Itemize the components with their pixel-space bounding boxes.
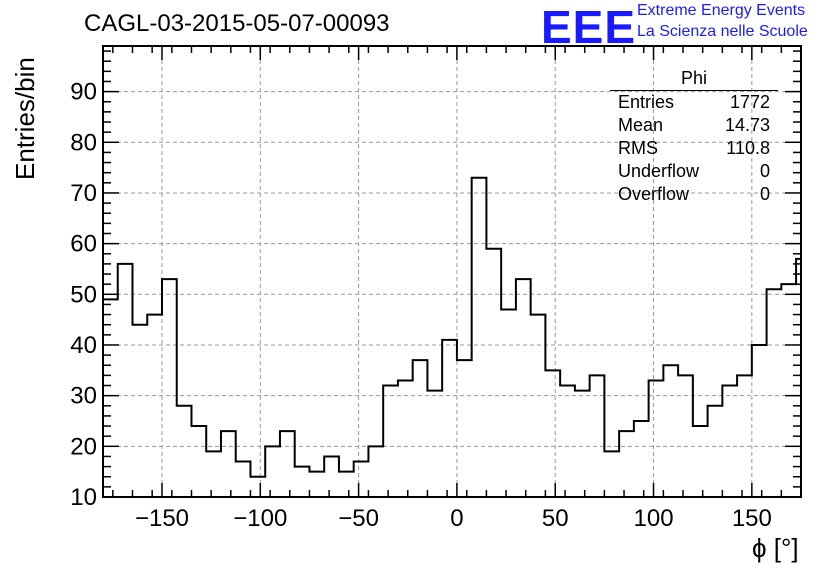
stats-key: Underflow [618,161,700,181]
y-tick-label: 70 [70,180,97,207]
stats-row-overflow: Overflow 0 [618,184,770,206]
stats-box: Phi Entries 1772 Mean 14.73 RMS 110.8 Un… [610,68,778,208]
y-tick-label: 20 [70,433,97,460]
plot-frame [102,45,802,498]
y-tick-label: 60 [70,231,97,258]
x-axis-label: ϕ [°] [752,533,799,563]
stats-value: 110.8 [726,138,770,158]
histogram-line [103,176,802,478]
y-tick-label: 50 [70,281,97,308]
stats-key: Mean [618,115,664,135]
chart-title: CAGL-03-2015-05-07-00093 [84,10,390,37]
grid-lines [103,46,801,497]
y-axis-label-text: Entries/bin [10,57,40,180]
eee-logo: EEE [541,1,637,53]
y-tick-label: 10 [70,484,97,511]
x-tick-label: 0 [450,505,463,532]
axis-tick-labels: −150 −100 −50 0 50 100 150 10 20 30 40 50 60 70 80 90 [70,79,772,532]
y-tick-label: 80 [70,129,97,156]
x-tick-label: −50 [338,505,379,532]
x-tick-label: −150 [135,505,189,532]
stats-key: RMS [618,138,658,158]
stats-row-rms: RMS 110.8 [618,138,770,160]
stats-value: 14.73 [724,115,770,135]
y-tick-label: 30 [70,383,97,410]
stats-value: 0 [759,184,770,204]
x-tick-label: 100 [634,505,674,532]
stats-value: 1772 [729,92,770,112]
axis-ticks [103,46,802,498]
stats-value: 0 [759,161,770,181]
x-tick-label: 150 [732,505,772,532]
logo-caption-line2: La Scienza nelle Scuole [637,23,808,40]
y-tick-label: 40 [70,332,97,359]
stats-key: Overflow [618,184,690,204]
stats-box-title: Phi [680,68,707,88]
stats-row-underflow: Underflow 0 [618,161,770,183]
stats-row-entries: Entries 1772 [618,92,770,114]
x-tick-label: 50 [542,505,569,532]
x-tick-label: −100 [233,505,287,532]
stats-box-divider [610,90,778,91]
stats-row-mean: Mean 14.73 [618,115,770,137]
y-tick-label: 90 [70,79,97,106]
y-axis-label: Entries/bin [8,57,40,190]
stats-key: Entries [618,92,675,112]
logo-caption-line1: Extreme Energy Events [637,2,806,19]
